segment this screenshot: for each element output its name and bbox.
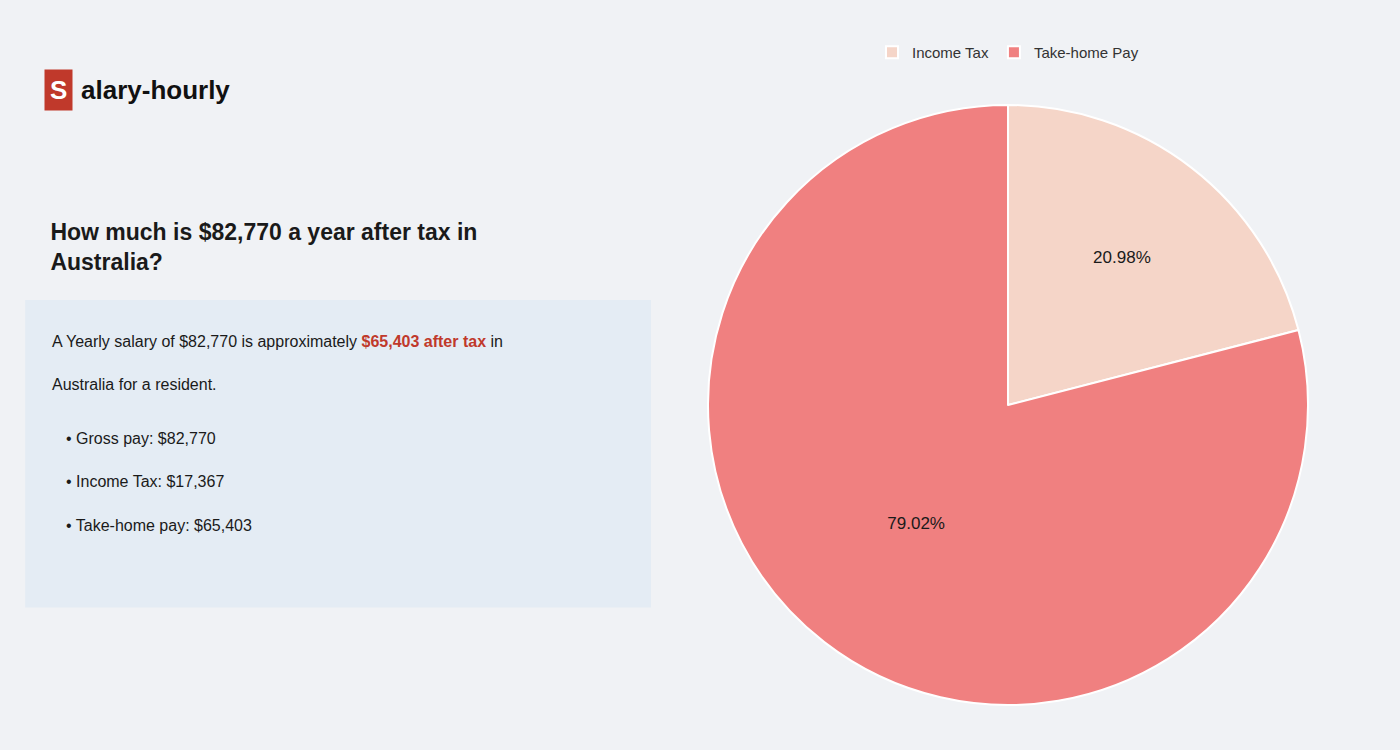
svg-text:Income Tax: Income Tax bbox=[912, 44, 989, 61]
svg-text:Australia for a resident.: Australia for a resident. bbox=[52, 376, 217, 393]
svg-text:20.98%: 20.98% bbox=[1093, 248, 1151, 267]
svg-text:A Yearly salary of $82,770 is: A Yearly salary of $82,770 is approximat… bbox=[52, 333, 503, 350]
svg-text:• Income Tax: $17,367: • Income Tax: $17,367 bbox=[66, 473, 224, 490]
svg-text:alary-hourly: alary-hourly bbox=[81, 75, 230, 105]
svg-text:How much is $82,770 a year aft: How much is $82,770 a year after tax inA… bbox=[50, 219, 477, 275]
svg-text:S: S bbox=[50, 75, 67, 105]
svg-text:• Gross pay: $82,770: • Gross pay: $82,770 bbox=[66, 430, 216, 447]
svg-text:• Take-home pay: $65,403: • Take-home pay: $65,403 bbox=[66, 517, 252, 534]
svg-text:79.02%: 79.02% bbox=[887, 514, 945, 533]
svg-text:Take-home Pay: Take-home Pay bbox=[1034, 44, 1139, 61]
